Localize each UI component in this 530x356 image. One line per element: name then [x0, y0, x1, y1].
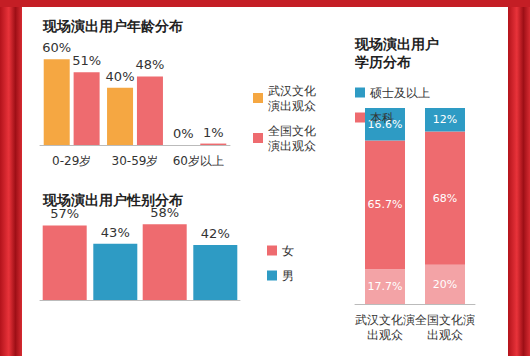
- svg-text:出观众: 出观众: [427, 328, 463, 342]
- svg-text:68%: 68%: [433, 192, 457, 205]
- svg-text:57%: 57%: [50, 206, 79, 221]
- svg-text:男: 男: [282, 269, 294, 283]
- svg-text:出观众: 出观众: [367, 328, 403, 342]
- svg-text:演出观众: 演出观众: [268, 99, 316, 113]
- svg-text:43%: 43%: [101, 225, 130, 240]
- svg-text:30-59岁: 30-59岁: [112, 154, 159, 168]
- svg-text:1%: 1%: [203, 125, 224, 140]
- svg-text:武汉文化演: 武汉文化演: [355, 313, 415, 327]
- svg-text:65.7%: 65.7%: [368, 198, 403, 211]
- svg-text:51%: 51%: [72, 53, 101, 68]
- svg-text:17.7%: 17.7%: [368, 280, 403, 293]
- svg-text:现场演出用户年龄分布: 现场演出用户年龄分布: [42, 18, 183, 34]
- svg-text:武汉文化: 武汉文化: [268, 84, 316, 98]
- svg-text:本科: 本科: [370, 111, 394, 125]
- svg-text:学历分布: 学历分布: [355, 54, 411, 70]
- svg-text:12%: 12%: [433, 113, 457, 126]
- svg-text:演出观众: 演出观众: [268, 139, 316, 153]
- svg-text:40%: 40%: [106, 69, 135, 84]
- svg-text:女: 女: [282, 244, 294, 258]
- svg-text:现场演出用户性别分布: 现场演出用户性别分布: [42, 192, 183, 208]
- svg-text:60%: 60%: [42, 40, 71, 55]
- svg-text:硕士及以上: 硕士及以上: [369, 86, 430, 100]
- svg-text:全国文化: 全国文化: [268, 124, 316, 138]
- svg-text:0-29岁: 0-29岁: [52, 154, 91, 168]
- svg-text:全国文化演: 全国文化演: [415, 313, 475, 327]
- svg-text:20%: 20%: [433, 278, 457, 291]
- svg-text:现场演出用户: 现场演出用户: [354, 36, 439, 52]
- svg-text:0%: 0%: [173, 126, 194, 141]
- svg-text:42%: 42%: [201, 226, 230, 241]
- svg-text:58%: 58%: [150, 205, 180, 221]
- svg-text:48%: 48%: [135, 57, 164, 72]
- svg-text:60岁以上: 60岁以上: [173, 154, 224, 168]
